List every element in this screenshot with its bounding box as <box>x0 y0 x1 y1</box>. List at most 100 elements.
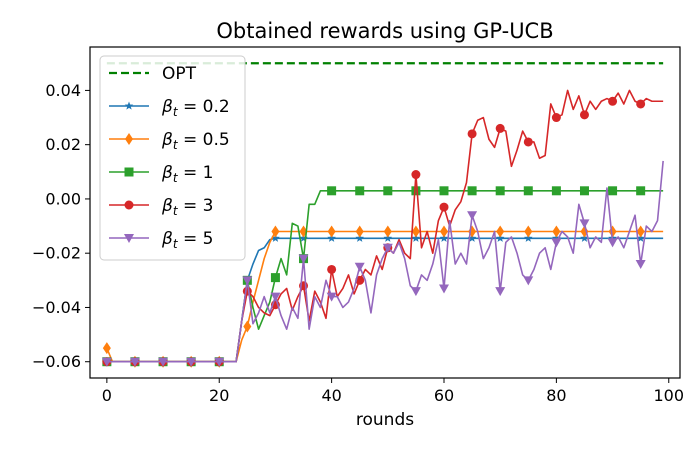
legend-label-2: βt = 0.5 <box>161 130 230 152</box>
series-4-marker-85 <box>579 110 589 120</box>
series-5-marker-10 <box>158 357 169 367</box>
y-tick-label-3: 0.00 <box>45 189 81 208</box>
legend-box <box>99 55 246 261</box>
series-5-marker-50 <box>382 243 393 253</box>
series-2-marker-60 <box>440 225 448 238</box>
legend-label-1: βt = 0.2 <box>161 97 230 119</box>
x-tick-label-1: 20 <box>209 386 229 405</box>
series-4-marker-80 <box>551 113 561 123</box>
legend-item-4: βt = 3 <box>109 196 213 218</box>
series-5-marker-25 <box>242 276 253 286</box>
series-2-marker-50 <box>383 225 392 238</box>
x-axis-label: rounds <box>356 410 414 430</box>
series-3-marker-30 <box>270 273 280 283</box>
legend-label-5: βt = 5 <box>161 229 213 251</box>
series-5 <box>101 160 664 367</box>
series-3-marker-70 <box>495 186 505 196</box>
series-1-marker-80 <box>552 233 561 242</box>
series-5-marker-75 <box>523 276 534 286</box>
series-5-marker-45 <box>354 262 365 272</box>
series-3-marker-50 <box>383 186 393 196</box>
series-5-marker-35 <box>298 254 309 264</box>
series-5-marker-65 <box>467 211 478 221</box>
legend: OPT βt = 0.2 βt = 0.5 βt = 1 βt = 3 βt = 5 <box>99 55 246 261</box>
series-5-marker-30 <box>270 292 281 302</box>
series-3-marker-55 <box>411 186 421 196</box>
legend-item-5: βt = 5 <box>109 229 213 251</box>
series-4-marker-75 <box>523 137 533 147</box>
series-2-marker-80 <box>552 225 561 238</box>
x-tick-label-4: 80 <box>546 386 566 405</box>
y-tick-label-4: 0.02 <box>45 135 81 154</box>
series-1-marker-70 <box>495 233 505 242</box>
y-tick-label-5: 0.04 <box>45 81 81 100</box>
series-3-marker-45 <box>355 186 365 196</box>
series-1-marker-30 <box>271 233 280 242</box>
plot-area <box>101 62 664 368</box>
y-tick-label-2: −0.02 <box>32 244 81 263</box>
series-3-marker-65 <box>467 186 477 196</box>
series-1-marker-55 <box>411 233 421 242</box>
series-1-marker-85 <box>580 233 589 242</box>
series-2-marker-95 <box>636 225 645 238</box>
x-tick-label-5: 100 <box>653 386 684 405</box>
series-5-marker-55 <box>410 287 421 297</box>
series-3-marker-90 <box>608 186 618 196</box>
series-1-marker-40 <box>327 233 336 242</box>
series-5-marker-90 <box>607 238 618 248</box>
series-2-marker-55 <box>411 225 420 238</box>
axes-frame <box>89 46 681 379</box>
series-3-marker-95 <box>636 186 646 196</box>
series-4-marker-70 <box>495 123 505 133</box>
y-axis: −0.06 −0.04 −0.02 0.00 0.02 0.04 <box>32 81 90 371</box>
legend-item-3: βt = 1 <box>109 163 213 185</box>
series-5-marker-5 <box>129 357 140 367</box>
series-1-marker-50 <box>383 233 393 242</box>
series-1-marker-75 <box>524 233 533 242</box>
legend-item-0: OPT <box>109 64 197 84</box>
series-3-marker-60 <box>439 186 449 196</box>
legend-1-marker-0 <box>124 101 134 110</box>
series-1-marker-95 <box>636 233 645 242</box>
series-4-marker-55 <box>411 170 421 180</box>
y-tick-label-0: −0.06 <box>32 352 81 371</box>
series-2-marker-25 <box>243 320 252 333</box>
x-tick-label-3: 60 <box>434 386 454 405</box>
series-5-line <box>106 160 664 363</box>
series-1-marker-65 <box>467 233 477 242</box>
series-2-marker-0 <box>102 342 111 355</box>
series-3-marker-80 <box>551 186 561 196</box>
series-2-marker-45 <box>355 225 364 238</box>
legend-4-marker-0 <box>124 200 134 210</box>
series-5-marker-20 <box>214 357 225 367</box>
series-4-marker-40 <box>327 264 337 274</box>
series-5-marker-80 <box>551 238 562 248</box>
chart-title: Obtained rewards using GP-UCB <box>216 19 553 43</box>
series-2-marker-70 <box>496 225 505 238</box>
series-4-marker-95 <box>636 99 646 109</box>
legend-3-marker-0 <box>124 167 134 177</box>
series-5-marker-0 <box>101 357 112 367</box>
series-2-marker-30 <box>271 225 280 238</box>
series-5-marker-85 <box>579 219 590 229</box>
legend-label-3: βt = 1 <box>161 163 213 185</box>
x-axis: 0 20 40 60 80 100 <box>102 378 684 405</box>
series-1-marker-60 <box>439 233 449 242</box>
x-tick-label-0: 0 <box>102 386 112 405</box>
legend-5-marker-0 <box>124 234 134 243</box>
y-tick-label-1: −0.04 <box>32 298 81 317</box>
series-4-marker-65 <box>467 129 477 139</box>
series-5-marker-40 <box>326 292 337 302</box>
series-5-marker-60 <box>439 284 449 294</box>
series-3-marker-85 <box>579 186 589 196</box>
series-4-marker-25 <box>242 286 252 296</box>
x-tick-label-2: 40 <box>321 386 341 405</box>
legend-item-2: βt = 0.5 <box>109 130 230 152</box>
series-4-marker-60 <box>439 202 449 212</box>
series-5-marker-95 <box>635 260 646 270</box>
legend-label-0: OPT <box>162 64 197 84</box>
series-2-marker-75 <box>524 225 533 238</box>
series-1-marker-45 <box>355 233 364 242</box>
